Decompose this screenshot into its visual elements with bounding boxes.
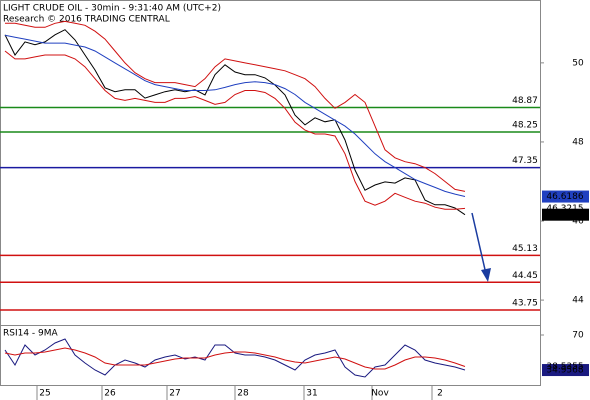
- price: [4, 29, 466, 216]
- plot: 44 46 48 50 70 25 26 27 28 31 Nov 2 48.87 48.25 47.35 4…: [0, 20, 589, 400]
- last-value-label: 34.9568: [546, 366, 583, 376]
- x-tick-label: 2: [437, 389, 443, 399]
- last-value-box: [542, 364, 589, 377]
- x-tick-label: Nov: [371, 389, 389, 399]
- last-value-label: 46.16: [552, 210, 578, 220]
- last-value-box: [542, 208, 589, 221]
- level-label: 48.87: [512, 96, 538, 106]
- last-value-label: 38.5355: [546, 362, 583, 372]
- lower-band: [4, 50, 466, 210]
- rsi-panel: [0, 325, 541, 386]
- level-label: 44.45: [512, 271, 538, 281]
- chart-title: LIGHT CRUDE OIL - 30min - 9:31:40 AM (UT…: [3, 4, 221, 14]
- y-tick-label: 48: [572, 137, 584, 147]
- x-tick-label: 27: [169, 389, 180, 399]
- level-label: 47.35: [512, 156, 538, 166]
- last-value-box: [542, 190, 589, 203]
- last-value-label: 46.3215: [546, 204, 583, 214]
- level-label: 48.25: [512, 121, 538, 131]
- x-tick-label: 31: [306, 389, 317, 399]
- rsi: [4, 338, 466, 378]
- y-tick-label: 70: [572, 331, 584, 341]
- arrow-head: [481, 268, 491, 282]
- y-tick-label: 46: [572, 217, 584, 227]
- forecast-arrow: [471, 212, 487, 275]
- rsi-title: RSI14 - 9MA: [3, 329, 59, 339]
- last-value-label: 46.6186: [546, 192, 583, 202]
- x-tick-label: 28: [237, 389, 249, 399]
- y-tick-label: 44: [572, 296, 584, 306]
- level-label: 43.75: [512, 298, 538, 308]
- level-label: 45.13: [512, 244, 538, 254]
- upper-band: [5, 20, 466, 192]
- x-tick-label: 25: [39, 389, 50, 399]
- y-tick-label: 50: [572, 58, 584, 68]
- x-tick-label: 26: [104, 389, 116, 399]
- rsi-ma: [4, 347, 466, 370]
- chart-subtitle: Research © 2016 TRADING CENTRAL: [3, 15, 170, 25]
- moving-average: [4, 34, 466, 197]
